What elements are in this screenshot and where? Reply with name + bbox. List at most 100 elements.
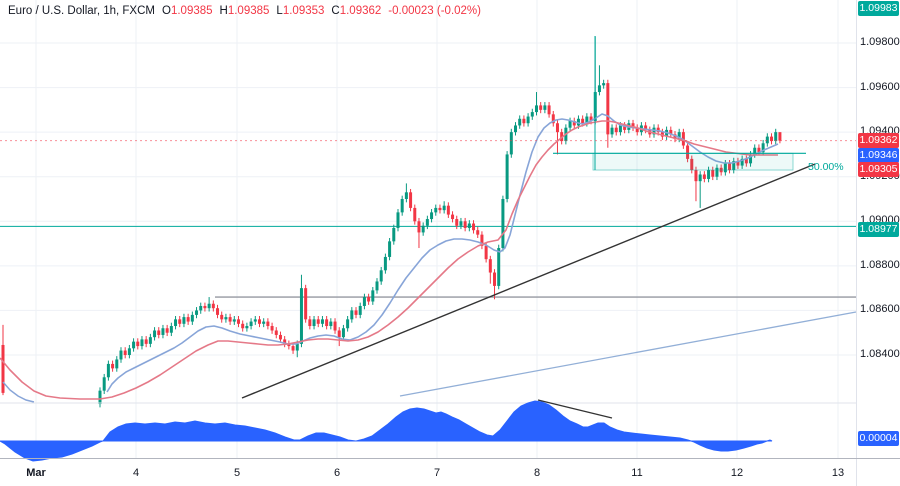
ohlc-value: 1.09385 — [227, 5, 270, 17]
candle-body — [140, 339, 144, 347]
candle-body — [509, 132, 513, 155]
candlestick-series[interactable] — [1, 36, 782, 408]
fib-50-label: 50.00% — [808, 161, 844, 173]
ma-fast-line[interactable] — [106, 113, 779, 393]
time-tick-label: 4 — [132, 467, 140, 479]
secondary-trendline[interactable] — [399, 311, 857, 397]
candle-body — [530, 112, 534, 117]
candle-body — [711, 170, 715, 177]
time-tick-label: 6 — [333, 467, 341, 479]
ma-slow-line[interactable] — [0, 120, 778, 400]
price-badge-level: 1.08977 — [858, 221, 899, 237]
candle-body — [526, 116, 530, 124]
time-tick-label: 7 — [433, 467, 441, 479]
candle-body — [190, 314, 194, 322]
candle-body — [572, 120, 576, 126]
ohlc-key: H — [219, 5, 228, 17]
candle-body — [253, 319, 257, 322]
candle-body — [774, 132, 778, 142]
candle-body — [698, 174, 702, 182]
candle-body — [715, 167, 719, 177]
candle-body — [568, 120, 572, 128]
candle-body — [111, 363, 115, 369]
candle-body — [438, 207, 442, 211]
indicator-trendline[interactable] — [537, 399, 613, 419]
candle-body — [744, 158, 748, 164]
price-badge-ma-slow: 1.09305 — [858, 161, 899, 177]
candle-body — [430, 212, 434, 220]
time-tick-label: 5 — [233, 467, 241, 479]
candle-body — [404, 192, 408, 199]
candle-body — [375, 281, 379, 291]
ohlc-key: O — [162, 5, 171, 17]
price-badge-ma-fast: 1.09346 — [858, 147, 899, 163]
time-axis[interactable]: Mar 4 5 6 7 8 11 12 13 — [0, 459, 900, 486]
candle-body — [182, 317, 186, 324]
candle-body — [618, 125, 622, 133]
symbol-title[interactable]: Euro / U.S. Dollar, 1h, FXCM — [8, 5, 155, 17]
candle-body — [677, 132, 681, 139]
candle-body — [522, 118, 526, 124]
candle-body — [383, 256, 387, 271]
candle-body — [472, 223, 476, 231]
candle-body — [144, 339, 148, 344]
candle-body — [493, 272, 497, 286]
candle-body — [417, 221, 421, 233]
candle-body — [199, 305, 203, 311]
price-tick-label: 1.09600 — [860, 80, 900, 93]
ohlc-value: 1.09362 — [339, 5, 382, 17]
candle-body — [232, 319, 236, 322]
candle-body — [127, 348, 131, 355]
candle-body — [551, 114, 555, 124]
price-tick-label: 1.09800 — [860, 36, 900, 48]
candle-body — [350, 310, 354, 320]
candle-body — [669, 129, 673, 135]
gridlines — [0, 0, 856, 458]
candle-body — [249, 321, 253, 327]
candle-body — [635, 127, 639, 133]
candle-body — [455, 219, 459, 226]
time-tick-label: 13 — [831, 467, 845, 479]
fib-box[interactable] — [592, 152, 794, 171]
ohlc-value: 1.09385 — [170, 5, 213, 17]
candle-body — [623, 125, 627, 130]
candle-body — [585, 116, 589, 124]
ascending-trendline[interactable] — [241, 163, 816, 399]
candle-body — [421, 225, 425, 233]
candle-body — [115, 359, 119, 369]
candle-body — [367, 297, 371, 302]
candle-body — [765, 136, 769, 144]
candle-body — [136, 341, 140, 347]
time-tick-label: Mar — [26, 467, 46, 479]
candle-body — [476, 230, 480, 235]
candle-body — [543, 105, 547, 110]
candle-body — [749, 154, 753, 164]
candle-body — [178, 319, 182, 324]
candle-body — [123, 350, 127, 355]
candle-body — [119, 350, 123, 360]
price-change: -0.00023 (-0.02%) — [388, 5, 481, 17]
candle-body — [257, 319, 261, 324]
candle-body — [102, 377, 106, 391]
candle-body — [1, 344, 5, 393]
candle-body — [371, 290, 375, 302]
candle-body — [295, 343, 299, 351]
candle-body — [266, 321, 270, 327]
candle-body — [480, 234, 484, 246]
chart-header: Euro / U.S. Dollar, 1h, FXCM O1.09385 H1.0… — [8, 5, 481, 17]
candle-body — [757, 147, 761, 153]
candle-body — [753, 147, 757, 155]
candle-body — [287, 343, 291, 347]
candle-body — [514, 125, 518, 133]
candle-body — [581, 118, 585, 124]
candle-body — [673, 134, 677, 139]
candle-body — [325, 319, 329, 327]
candle-body — [329, 321, 333, 327]
ohlc-value: 1.09353 — [282, 5, 325, 17]
indicator-area[interactable] — [0, 400, 773, 462]
candle-body — [106, 363, 110, 378]
candle-body — [165, 328, 169, 333]
candle-body — [228, 317, 232, 322]
candle-body — [153, 330, 157, 338]
